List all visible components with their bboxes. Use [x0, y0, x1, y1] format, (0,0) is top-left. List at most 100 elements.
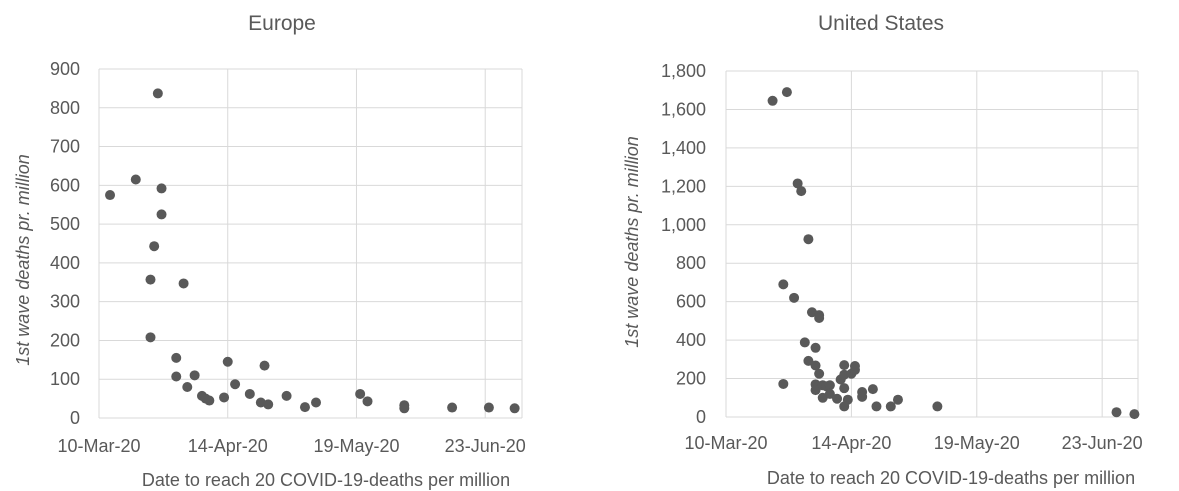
data-point [447, 402, 458, 413]
y-axis-label: 1st wave deaths pr. million [13, 154, 33, 365]
data-point [263, 399, 274, 410]
data-point [145, 274, 156, 285]
data-point [814, 313, 825, 324]
y-tick-label: 100 [50, 369, 80, 389]
x-tick-label: 19-May-20 [313, 436, 399, 456]
data-point [814, 368, 825, 379]
data-point [178, 278, 189, 289]
scatter-points [105, 88, 520, 414]
y-tick-label: 1,000 [661, 215, 706, 235]
data-point [803, 355, 814, 366]
y-axis-label-rest: pr. million [13, 154, 33, 235]
y-tick-label: 300 [50, 292, 80, 312]
x-axis-label: Date to reach 20 COVID-19-deaths per mil… [767, 468, 1135, 488]
data-point [892, 394, 903, 405]
y-tick-label: 1,600 [661, 99, 706, 119]
y-tick-label: 1,800 [661, 61, 706, 81]
data-point [810, 385, 821, 396]
data-point [832, 393, 843, 404]
data-point [311, 397, 322, 408]
data-point [803, 234, 814, 245]
x-tick-label: 10-Mar-20 [57, 436, 140, 456]
data-point [778, 279, 789, 290]
x-tick-label: 14-Apr-20 [811, 433, 891, 453]
data-point [149, 241, 160, 252]
data-point [824, 380, 835, 391]
data-point [259, 360, 270, 371]
y-tick-label: 500 [50, 214, 80, 234]
data-point [792, 178, 803, 189]
chart-title: Europe [248, 12, 316, 35]
data-point [767, 95, 778, 106]
y-tick-label: 0 [70, 408, 80, 428]
data-point [182, 381, 193, 392]
us-chart-panel: United States 0 200 400 600 800 1,000 1,200 1,4… [622, 12, 1143, 488]
y-axis-label-rest: pr. million [622, 136, 642, 217]
data-point [789, 292, 800, 303]
y-axis-label-italic: 1st wave deaths [622, 218, 642, 348]
y-tick-label: 200 [676, 369, 706, 389]
data-point [839, 383, 850, 394]
data-point [842, 394, 853, 405]
data-point [509, 403, 520, 414]
data-point [105, 190, 116, 201]
y-tick-label: 600 [676, 292, 706, 312]
y-tick-label: 800 [50, 98, 80, 118]
data-point [152, 88, 163, 99]
data-point [189, 370, 200, 381]
data-point [839, 360, 850, 371]
y-tick-label: 900 [50, 59, 80, 79]
data-point [171, 371, 182, 382]
x-tick-label: 19-May-20 [934, 433, 1020, 453]
data-point [130, 174, 141, 185]
data-point [156, 209, 167, 220]
europe-chart-panel: Europe 0 100 200 300 400 500 600 700 800 900 10-M… [13, 12, 526, 490]
data-point [171, 352, 182, 363]
data-point [867, 384, 878, 395]
data-point [204, 395, 215, 406]
data-point [932, 401, 943, 412]
data-point [810, 342, 821, 353]
x-tick-labels: 10-Mar-20 14-Apr-20 19-May-20 23-Jun-20 [57, 436, 525, 456]
data-point [299, 402, 310, 413]
data-point [483, 402, 494, 413]
y-tick-label: 400 [676, 330, 706, 350]
data-point [355, 388, 366, 399]
y-tick-label: 1,400 [661, 138, 706, 158]
x-tick-labels: 10-Mar-20 14-Apr-20 19-May-20 23-Jun-20 [684, 433, 1142, 453]
scatter-points [767, 87, 1140, 420]
x-tick-label: 23-Jun-20 [1062, 433, 1143, 453]
gridlines [98, 68, 523, 419]
y-tick-labels: 0 100 200 300 400 500 600 700 800 900 [50, 59, 80, 428]
data-point [281, 390, 292, 401]
data-point [156, 183, 167, 194]
chart-title: United States [818, 12, 944, 35]
data-point [796, 186, 807, 197]
y-axis-label-italic: 1st wave deaths [13, 236, 33, 366]
data-point [399, 403, 410, 414]
data-point [824, 388, 835, 399]
data-point [781, 87, 792, 98]
y-tick-label: 1,200 [661, 176, 706, 196]
y-tick-label: 800 [676, 253, 706, 273]
gridlines [725, 70, 1139, 418]
data-point [145, 332, 156, 343]
data-point [219, 392, 230, 403]
data-point [1111, 407, 1122, 418]
data-point [871, 401, 882, 412]
y-tick-labels: 0 200 400 600 800 1,000 1,200 1,400 1,600 1,800 [661, 61, 706, 427]
data-point [810, 360, 821, 371]
data-point [230, 379, 241, 390]
y-tick-label: 400 [50, 253, 80, 273]
x-tick-label: 10-Mar-20 [684, 433, 767, 453]
data-point [849, 361, 860, 372]
data-point [362, 396, 373, 407]
data-point [885, 401, 896, 412]
data-point [778, 378, 789, 389]
data-point [222, 356, 233, 367]
y-tick-label: 600 [50, 175, 80, 195]
y-tick-label: 700 [50, 137, 80, 157]
data-point [244, 388, 255, 399]
x-tick-label: 23-Jun-20 [445, 436, 526, 456]
